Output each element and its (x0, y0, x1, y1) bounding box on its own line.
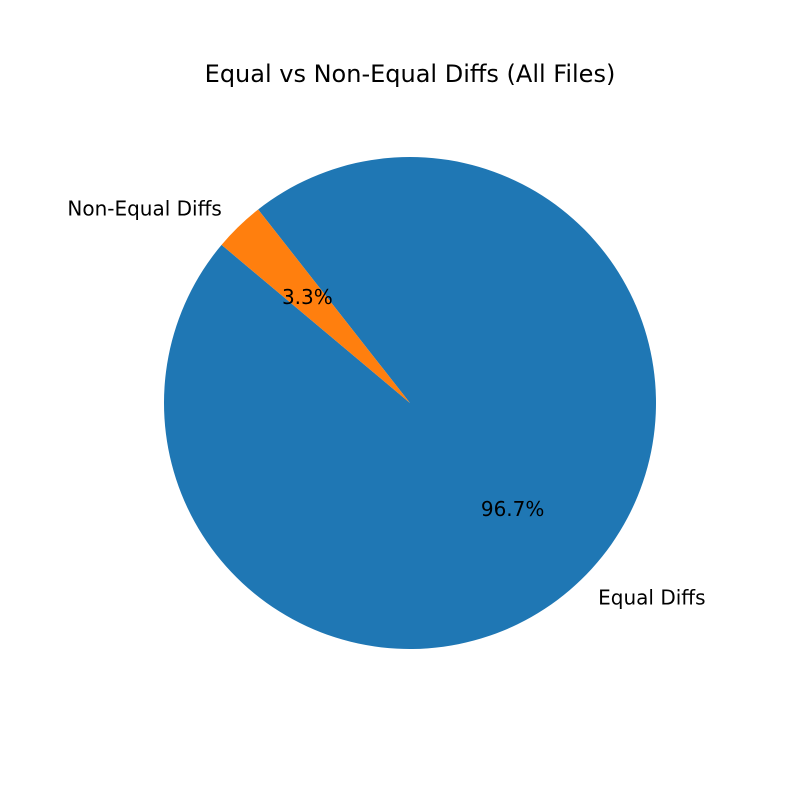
slice-label-non-equal-diffs: Non-Equal Diffs (67, 197, 221, 221)
chart-title: Equal vs Non-Equal Diffs (All Files) (205, 60, 616, 88)
slice-percent-non-equal-diffs: 3.3% (282, 285, 333, 309)
pie: Equal Diffs 96.7% Non-Equal Diffs 3.3% (67, 156, 706, 649)
pie-slice-non-equal-diffs (221, 209, 410, 403)
slice-percent-equal-diffs: 96.7% (481, 497, 545, 521)
slice-label-equal-diffs: Equal Diffs (598, 585, 705, 609)
pie-slice-equal-diffs (164, 156, 657, 649)
